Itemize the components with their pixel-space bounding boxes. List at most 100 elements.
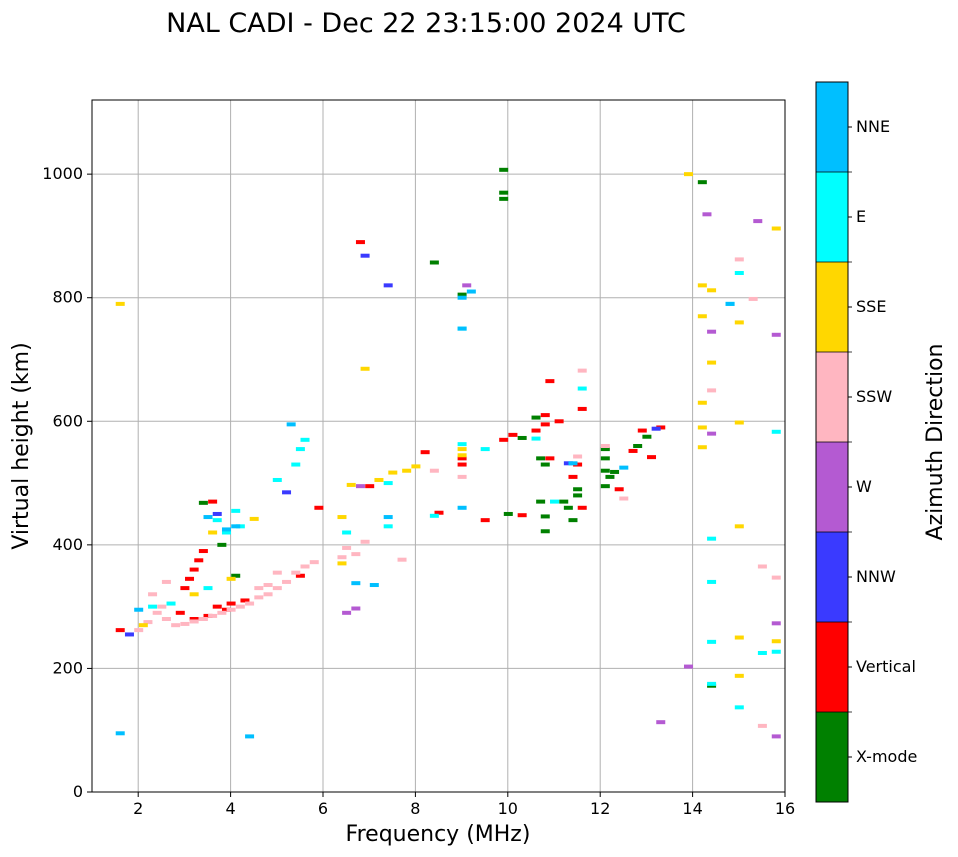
data-point [282, 579, 292, 584]
data-point [457, 505, 467, 510]
data-point [771, 575, 781, 580]
data-point [300, 437, 310, 442]
data-point [757, 564, 767, 569]
data-point [563, 461, 573, 466]
series-nne [115, 289, 735, 739]
data-point [346, 482, 356, 487]
data-point [457, 295, 467, 300]
grid [92, 100, 786, 793]
data-point [568, 474, 578, 479]
data-point [314, 505, 324, 510]
data-point [637, 428, 647, 433]
data-point [365, 484, 375, 489]
data-point [180, 621, 190, 626]
data-point [753, 219, 763, 224]
colorbar-tick-label: E [856, 207, 866, 226]
data-point [295, 447, 305, 452]
data-point [351, 552, 361, 557]
x-tick-label: 14 [682, 799, 702, 818]
data-point [600, 456, 610, 461]
data-point [134, 607, 144, 612]
data-point [457, 453, 467, 458]
data-point [628, 448, 638, 453]
data-point [457, 442, 467, 447]
data-point [300, 564, 310, 569]
data-point [466, 289, 476, 294]
y-tick-label: 600 [52, 411, 83, 430]
data-point [203, 586, 213, 591]
data-point [429, 513, 439, 518]
series-x-mode [198, 167, 717, 688]
data-point [540, 413, 550, 418]
data-point [457, 292, 467, 297]
data-point [420, 450, 430, 455]
data-point [697, 400, 707, 405]
data-point [656, 720, 666, 725]
data-point [697, 314, 707, 319]
colorbar-tick-label: Vertical [856, 657, 916, 676]
colorbar-tick-label: X-mode [856, 747, 917, 766]
data-point [540, 514, 550, 519]
data-point [355, 240, 365, 245]
data-point [457, 447, 467, 452]
data-point [697, 180, 707, 185]
data-point [397, 557, 407, 562]
data-point [550, 499, 559, 504]
data-point [351, 581, 361, 586]
data-point [124, 632, 134, 637]
data-point [573, 487, 583, 492]
data-point [707, 288, 717, 293]
data-point [286, 422, 296, 427]
data-point [600, 484, 610, 489]
data-point [683, 172, 693, 177]
data-point [499, 167, 509, 172]
data-point [536, 456, 546, 461]
data-point [600, 444, 610, 448]
data-point [600, 447, 610, 452]
data-point [771, 226, 781, 231]
series-nnw [124, 253, 661, 637]
data-point [568, 461, 578, 466]
x-tick-label: 4 [226, 799, 236, 818]
data-point [610, 469, 620, 474]
data-point [282, 490, 292, 495]
series-vertical [115, 240, 666, 633]
data-point [540, 462, 550, 467]
data-point [429, 468, 439, 473]
data-point [683, 664, 693, 669]
series-w [342, 212, 781, 739]
data-point [272, 570, 282, 575]
colorbar-label: Azimuth Direction [923, 343, 948, 540]
data-point [540, 422, 550, 427]
colorbar-swatch [816, 82, 848, 172]
data-point [734, 257, 744, 262]
data-point [383, 515, 393, 520]
data-point [226, 607, 236, 612]
data-point [115, 301, 125, 306]
data-point [148, 604, 158, 609]
data-point [771, 639, 781, 644]
data-point [309, 560, 319, 565]
data-point [360, 539, 370, 544]
data-point [212, 604, 222, 609]
data-point [605, 474, 615, 479]
data-point [573, 454, 583, 459]
data-point [697, 283, 707, 288]
data-point [707, 388, 717, 393]
data-point [734, 271, 744, 275]
data-points [115, 167, 781, 739]
colorbar-tick-label: SSW [856, 387, 892, 406]
data-point [540, 529, 550, 534]
y-tick-label: 400 [52, 535, 83, 554]
data-point [573, 462, 583, 467]
data-point [212, 511, 222, 516]
data-point [734, 524, 744, 529]
data-point [291, 570, 301, 575]
data-point [355, 484, 365, 489]
data-point [577, 386, 587, 391]
data-point [198, 617, 208, 621]
data-point [734, 635, 744, 640]
data-point [198, 549, 208, 554]
data-point [457, 474, 467, 479]
